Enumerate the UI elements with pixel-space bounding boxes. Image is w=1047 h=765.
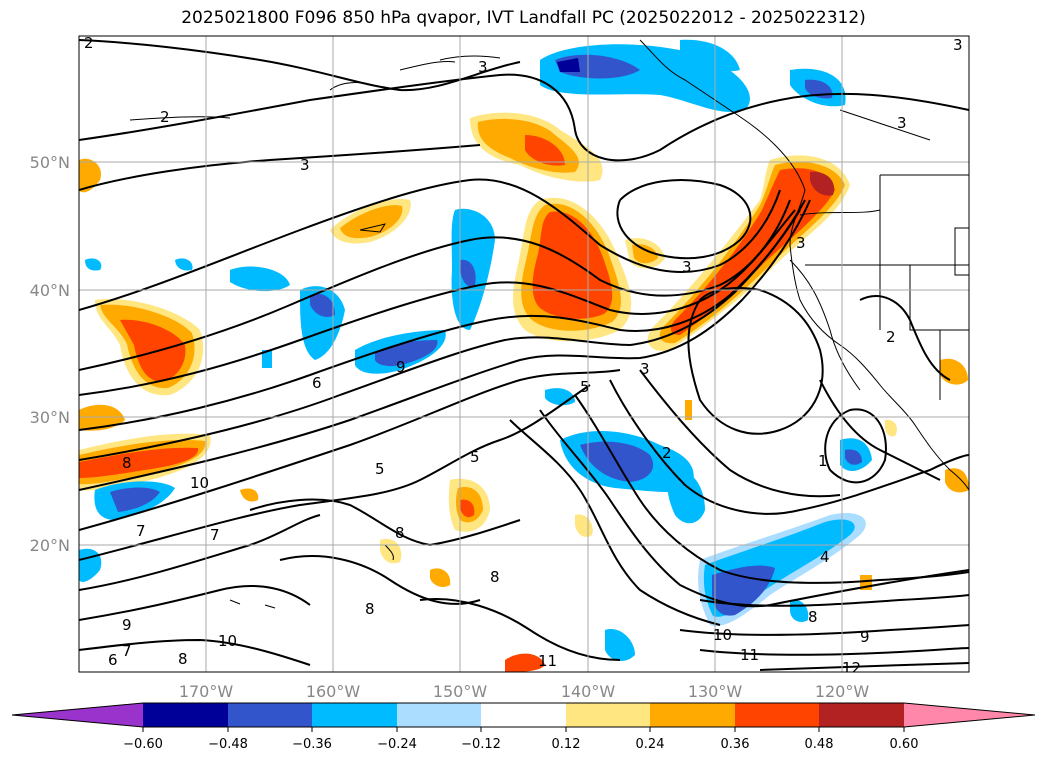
contour-label: 8 bbox=[122, 454, 132, 472]
contour-label: 11 bbox=[740, 646, 759, 664]
contour-label: 11 bbox=[538, 652, 557, 670]
lon-label: 150°W bbox=[433, 682, 488, 701]
lat-label: 50°N bbox=[30, 153, 70, 172]
gridlines bbox=[79, 36, 969, 672]
latitude-labels: 50°N 40°N 30°N 20°N bbox=[30, 153, 70, 555]
colorbar: −0.60 −0.48 −0.36 −0.24 −0.12 0.12 0.24 … bbox=[11, 702, 1036, 752]
longitude-labels: 170°W 160°W 150°W 140°W 130°W 120°W bbox=[179, 682, 870, 701]
colorbar-swatch bbox=[566, 703, 650, 727]
colorbar-tick-label: −0.24 bbox=[377, 737, 417, 752]
contour-label: 5 bbox=[375, 460, 385, 478]
colorbar-tick-label: 0.24 bbox=[636, 737, 665, 752]
colorbar-ticks bbox=[142, 727, 905, 732]
contour-label: 3 bbox=[953, 36, 963, 54]
lon-label: 140°W bbox=[561, 682, 616, 701]
contour-label: 7 bbox=[136, 522, 146, 540]
contour-label: 2 bbox=[886, 328, 896, 346]
contour-label: 9 bbox=[396, 358, 406, 376]
colorbar-swatch bbox=[143, 703, 228, 727]
contour-label: 6 bbox=[108, 651, 118, 669]
contour-label: 7 bbox=[122, 642, 132, 660]
colorbar-tick-label: −0.60 bbox=[123, 737, 163, 752]
contour-label: 2 bbox=[662, 444, 672, 462]
contour-label: 6 bbox=[312, 374, 322, 392]
lon-label: 170°W bbox=[179, 682, 234, 701]
colorbar-swatch bbox=[312, 703, 397, 727]
contour-label: 3 bbox=[682, 258, 692, 276]
contour-label: 3 bbox=[897, 114, 907, 132]
colorbar-swatch bbox=[735, 703, 819, 727]
lat-label: 40°N bbox=[30, 281, 70, 300]
contour-label-group: 2 3 2 3 3 3 3 3 6 9 5 3 10 8 5 5 7 8 8 8… bbox=[84, 34, 963, 677]
contour-label: 9 bbox=[860, 628, 870, 646]
contour-label: 8 bbox=[808, 608, 818, 626]
colorbar-swatch bbox=[650, 703, 735, 727]
lon-label: 160°W bbox=[306, 682, 361, 701]
contour-label: 8 bbox=[490, 568, 500, 586]
colorbar-tick-label: 0.36 bbox=[721, 737, 750, 752]
contour-label: 7 bbox=[210, 526, 220, 544]
map-title: 2025021800 F096 850 hPa qvapor, IVT Land… bbox=[181, 8, 866, 28]
contour-label: 1 bbox=[818, 452, 828, 470]
colorbar-tick-label: 0.12 bbox=[552, 737, 581, 752]
colorbar-swatch bbox=[228, 703, 312, 727]
contour-label: 2 bbox=[84, 34, 94, 52]
contour-label: 10 bbox=[218, 632, 237, 650]
contour-lines bbox=[79, 39, 969, 671]
lon-label: 120°W bbox=[815, 682, 870, 701]
colorbar-tick-label: −0.36 bbox=[292, 737, 332, 752]
colorbar-tick-label: 0.48 bbox=[805, 737, 834, 752]
map-frame bbox=[78, 35, 970, 673]
contour-label: 12 bbox=[842, 659, 861, 677]
contour-label: 3 bbox=[796, 234, 806, 252]
contour-label: 8 bbox=[365, 600, 375, 618]
colorbar-extend-low bbox=[12, 703, 143, 727]
lon-label: 130°W bbox=[688, 682, 743, 701]
contour-label: 4 bbox=[820, 548, 830, 566]
colorbar-extend-high bbox=[904, 703, 1035, 727]
coastlines bbox=[129, 39, 969, 609]
contour-label: 9 bbox=[122, 616, 132, 634]
colorbar-swatch bbox=[481, 703, 566, 727]
contour-label: 10 bbox=[713, 626, 732, 644]
contour-label: 2 bbox=[160, 108, 170, 126]
colorbar-swatch bbox=[397, 703, 481, 727]
contour-label: 3 bbox=[478, 58, 488, 76]
colorbar-swatch bbox=[819, 703, 904, 727]
contour-label: 3 bbox=[640, 360, 650, 378]
contour-label: 10 bbox=[190, 474, 209, 492]
contour-label: 5 bbox=[470, 448, 480, 466]
contour-label: 8 bbox=[395, 524, 405, 542]
shaded-anomaly-fields bbox=[79, 39, 969, 672]
colorbar-tick-label: −0.48 bbox=[208, 737, 248, 752]
colorbar-tick-label: 0.60 bbox=[890, 737, 919, 752]
lat-label: 20°N bbox=[30, 536, 70, 555]
contour-label: 8 bbox=[178, 650, 188, 668]
contour-label: 3 bbox=[300, 156, 310, 174]
lat-label: 30°N bbox=[30, 408, 70, 427]
contour-label: 5 bbox=[580, 378, 590, 396]
colorbar-tick-label: −0.12 bbox=[461, 737, 501, 752]
